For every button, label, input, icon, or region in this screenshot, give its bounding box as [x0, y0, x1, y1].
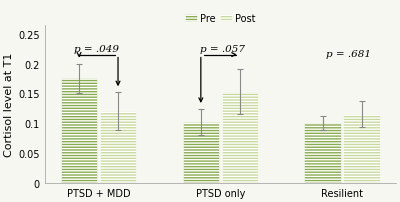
Legend: Pre, Post: Pre, Post [181, 10, 259, 28]
Bar [343, 115, 380, 183]
Text: p = .049: p = .049 [74, 45, 118, 54]
Text: p = .681: p = .681 [326, 49, 371, 58]
Bar [100, 112, 136, 183]
Bar [61, 79, 97, 183]
Bar [182, 122, 219, 183]
Bar [304, 124, 341, 183]
Text: p = .057: p = .057 [200, 45, 245, 54]
Y-axis label: Cortisol level at T1: Cortisol level at T1 [4, 52, 14, 156]
Bar [222, 92, 258, 183]
